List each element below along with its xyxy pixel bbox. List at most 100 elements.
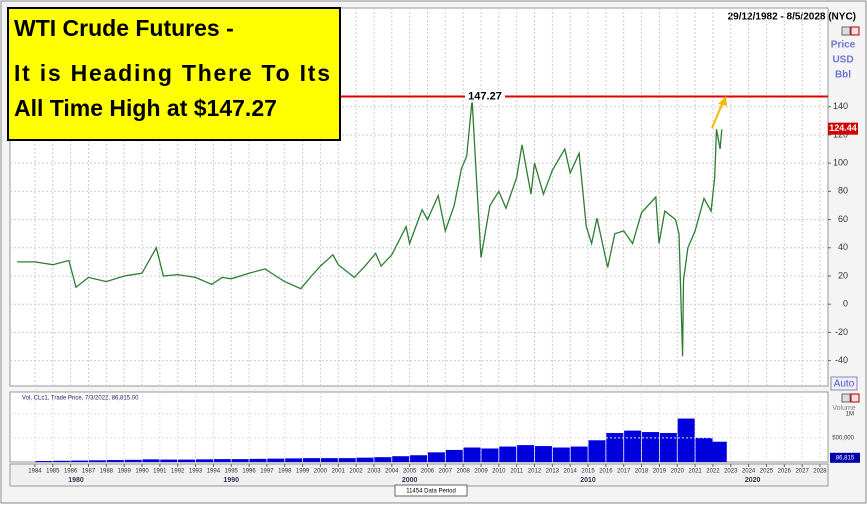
x-tick-label: 1985: [46, 469, 60, 475]
x-tick-label: 1995: [225, 469, 239, 475]
volume-bar: [588, 440, 606, 462]
volume-bar: [534, 446, 552, 462]
x-tick-label: 2014: [564, 469, 578, 475]
volume-bar: [570, 446, 588, 462]
volume-bar: [356, 457, 374, 462]
x-tick-label: 1999: [296, 469, 310, 475]
title-line: WTI Crude Futures -: [14, 15, 234, 41]
volume-bar: [427, 452, 445, 462]
y-tick-label: 500,000: [832, 435, 854, 441]
last-volume: 86,815: [836, 455, 855, 461]
x-axis-panel: [9, 463, 829, 487]
decade-label: 1980: [68, 477, 84, 484]
x-tick-label: 2012: [528, 469, 542, 475]
volume-bar: [338, 458, 356, 462]
y-tick-label: 1M: [846, 411, 854, 417]
volume-bar: [303, 458, 321, 462]
volume-bar: [249, 458, 267, 462]
close-button[interactable]: [850, 393, 860, 403]
y-tick-label: 40: [838, 242, 848, 252]
x-tick-label: 2017: [617, 469, 631, 475]
x-tick-label: 2004: [385, 469, 399, 475]
x-tick-label: 2019: [653, 469, 667, 475]
volume-bar: [320, 458, 338, 462]
x-tick-label: 2023: [724, 469, 738, 475]
title-line: All Time High at $147.27: [14, 95, 277, 121]
volume-bar: [160, 459, 178, 462]
x-tick-label: 1992: [171, 469, 185, 475]
volume-bar: [267, 458, 285, 462]
volume-bar: [142, 459, 160, 462]
x-tick-label: 2000: [314, 469, 328, 475]
x-tick-label: 2016: [599, 469, 613, 475]
data-period-box: [394, 484, 468, 497]
volume-bar: [677, 418, 695, 462]
minimize-button[interactable]: [841, 26, 851, 36]
x-tick-label: 2013: [546, 469, 560, 475]
auto-button[interactable]: [830, 376, 858, 391]
x-tick-label: 2009: [474, 469, 488, 475]
volume-bar: [695, 437, 713, 462]
x-tick-label: 1989: [118, 469, 132, 475]
x-tick-label: 1996: [242, 469, 256, 475]
y-tick-label: 20: [838, 270, 848, 280]
reference-label: 147.27: [468, 90, 502, 102]
arrow-head: [718, 96, 727, 106]
y-tick-label: 0: [843, 299, 848, 309]
unit-label: USD: [832, 55, 853, 66]
volume-bar: [463, 447, 481, 462]
auto-button-label[interactable]: Auto: [834, 379, 855, 390]
volume-axis-title: Volume: [832, 405, 855, 412]
x-tick-label: 2024: [742, 469, 756, 475]
x-tick-label: 1994: [207, 469, 221, 475]
y-tick-label: -40: [835, 355, 848, 365]
x-tick-label: 2021: [688, 469, 702, 475]
last-value-box: [828, 122, 858, 135]
volume-bar: [213, 459, 231, 462]
volume-bar: [178, 459, 196, 462]
x-tick-label: 1988: [100, 469, 114, 475]
x-tick-label: 2010: [492, 469, 506, 475]
unit-label: Price: [831, 40, 856, 51]
volume-bar: [499, 446, 517, 462]
reference-label-bg: [465, 90, 505, 103]
y-tick-label: 80: [838, 186, 848, 196]
arrow: [711, 101, 724, 129]
volume-bar: [106, 460, 124, 462]
volume-bar: [552, 447, 570, 462]
x-tick-label: 1987: [82, 469, 96, 475]
y-tick-label: 100: [833, 158, 848, 168]
volume-bar: [659, 433, 677, 462]
x-tick-label: 2001: [332, 469, 346, 475]
volume-bar: [231, 459, 249, 462]
decade-label: 2010: [580, 477, 596, 484]
x-tick-label: 2025: [760, 469, 774, 475]
x-tick-label: 2022: [706, 469, 720, 475]
volume-bar: [481, 448, 499, 462]
x-tick-label: 1997: [260, 469, 274, 475]
last-volume-box: [830, 452, 860, 463]
decade-label: 2020: [745, 477, 761, 484]
x-tick-label: 2015: [581, 469, 595, 475]
x-tick-label: 2027: [795, 469, 809, 475]
minimize-button[interactable]: [841, 393, 851, 403]
title-box: [7, 7, 341, 141]
close-button[interactable]: [850, 26, 860, 36]
volume-bar: [374, 457, 392, 462]
volume-bar: [641, 432, 659, 462]
date-range: 29/12/1982 - 8/5/2028 (NYC): [728, 12, 856, 23]
data-period: 11454 Data Period: [406, 489, 456, 495]
unit-label: Bbl: [835, 70, 851, 81]
y-tick-label: 60: [838, 214, 848, 224]
x-tick-label: 1986: [64, 469, 78, 475]
volume-bar: [517, 445, 535, 462]
volume-bar: [53, 460, 71, 462]
x-tick-label: 2020: [671, 469, 685, 475]
decade-label: 2000: [402, 477, 418, 484]
volume-bar: [71, 460, 89, 462]
volume-bar: [624, 430, 642, 462]
x-tick-label: 2007: [439, 469, 453, 475]
x-tick-label: 2003: [367, 469, 381, 475]
x-tick-label: 2006: [421, 469, 435, 475]
